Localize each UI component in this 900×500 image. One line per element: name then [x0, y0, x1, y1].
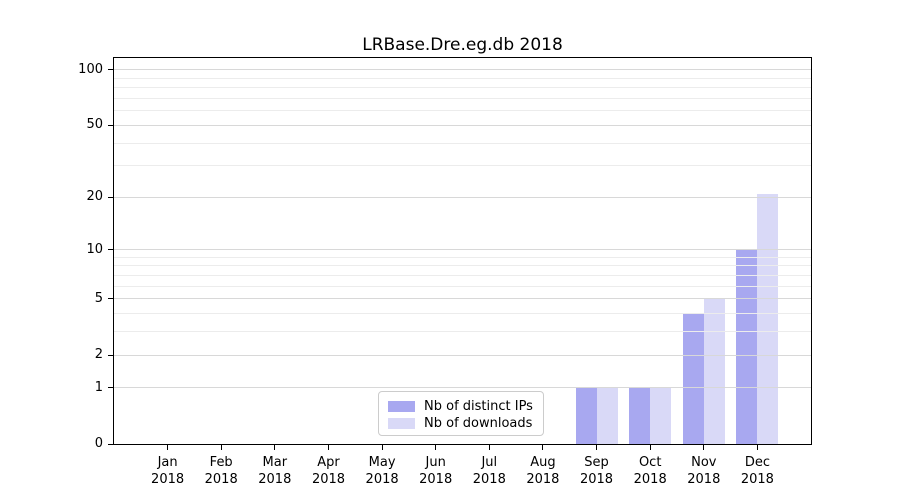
y-tick-label: 1: [94, 379, 103, 395]
y-tick-mark: [108, 298, 113, 300]
grid-layer: [114, 58, 811, 444]
bars-layer: [114, 58, 811, 444]
x-tick-label: Aug 2018: [526, 455, 560, 487]
y-tick-label: 20: [86, 189, 103, 205]
x-tick-label: Oct 2018: [633, 455, 667, 487]
x-tick-label: Jul 2018: [472, 455, 506, 487]
plot-area: 0 1 2 5 10 20 50 100 Jan 2018 Feb 2018 Mar 2018 Apr 201…: [78, 57, 812, 487]
gridline-major: [114, 354, 811, 356]
y-tick-mark: [108, 387, 113, 389]
gridline-major: [114, 124, 811, 126]
x-tick-mark: [649, 445, 651, 450]
legend: Nb of distinct IPs Nb of downloads: [378, 391, 544, 436]
y-tick-label: 2: [94, 347, 103, 362]
x-tick-mark: [274, 445, 276, 450]
x-tick-mark: [435, 445, 437, 450]
gridline-major: [114, 69, 811, 71]
x-tick-label: Dec 2018: [740, 455, 774, 487]
x-tick-label: Mar 2018: [258, 455, 292, 487]
bar-nb-of-distinct-ips-oct: [629, 387, 651, 444]
legend-label-downloads: Nb of downloads: [424, 415, 533, 431]
y-tick-label: 5: [94, 290, 103, 306]
x-tick-mark: [756, 445, 758, 450]
x-tick-label: Apr 2018: [311, 455, 346, 487]
y-tick-mark: [108, 196, 113, 198]
legend-swatch-distinct-ips: [388, 401, 415, 412]
y-tick-label: 50: [86, 117, 103, 133]
legend-swatch-downloads: [388, 418, 415, 429]
y-tick-label: 0: [94, 436, 103, 451]
x-tick-label: Jan 2018: [151, 455, 185, 487]
y-tick-mark: [108, 443, 113, 445]
chart-title: LRBase.Dre.eg.db 2018: [362, 35, 563, 55]
x-tick-mark: [488, 445, 490, 450]
bar-nb-of-downloads-dec: [757, 193, 779, 444]
bar-nb-of-distinct-ips-sep: [575, 387, 597, 444]
gridline-minor: [114, 313, 811, 314]
gridline-major: [114, 387, 811, 389]
gridline-minor: [114, 110, 811, 112]
gridline-minor: [114, 256, 811, 258]
gridline-major: [114, 249, 811, 251]
bar-nb-of-downloads-oct: [650, 387, 672, 444]
x-tick-mark: [328, 445, 329, 450]
y-tick-mark: [108, 69, 113, 71]
x-tick-label: Feb 2018: [204, 455, 238, 487]
legend-label-distinct-ips: Nb of distinct IPs: [424, 398, 533, 414]
x-tick-mark: [381, 445, 383, 450]
gridline-minor: [114, 331, 811, 333]
gridline-minor: [114, 142, 811, 144]
legend-item-downloads: Nb of downloads: [388, 415, 534, 432]
gridline-minor: [114, 77, 811, 79]
x-tick-mark: [596, 445, 597, 450]
x-tick-label: Jun 2018: [419, 455, 453, 487]
y-tick-label: 100: [78, 61, 103, 77]
x-tick-label: Nov 2018: [687, 455, 721, 487]
x-tick-label: May 2018: [365, 455, 399, 487]
bar-nb-of-downloads-nov: [703, 298, 725, 444]
y-tick-mark: [108, 249, 113, 251]
x-tick-mark: [220, 445, 222, 450]
x-tick-mark: [542, 445, 544, 450]
gridline-minor: [114, 274, 811, 276]
y-tick-mark: [108, 354, 113, 356]
gridline-minor: [114, 98, 811, 99]
y-tick-label: 10: [86, 241, 103, 257]
gridline-minor: [114, 265, 811, 267]
legend-item-distinct-ips: Nb of distinct IPs: [388, 398, 534, 415]
y-tick-mark: [108, 124, 113, 126]
bar-nb-of-downloads-sep: [596, 387, 618, 444]
bar-nb-of-distinct-ips-nov: [682, 313, 704, 444]
bar-nb-of-distinct-ips-dec: [736, 249, 758, 444]
axes-layer: 0 1 2 5 10 20 50 100 Jan 2018 Feb 2018 Mar 2018 Apr 201…: [78, 58, 811, 487]
x-tick-label: Sep 2018: [579, 455, 614, 487]
x-tick-mark: [703, 445, 705, 450]
gridline-minor: [114, 165, 811, 167]
gridline-minor: [114, 87, 811, 89]
x-tick-mark: [167, 445, 169, 450]
gridline-major: [114, 298, 811, 300]
gridline-minor: [114, 285, 811, 287]
gridline-major: [114, 196, 811, 198]
